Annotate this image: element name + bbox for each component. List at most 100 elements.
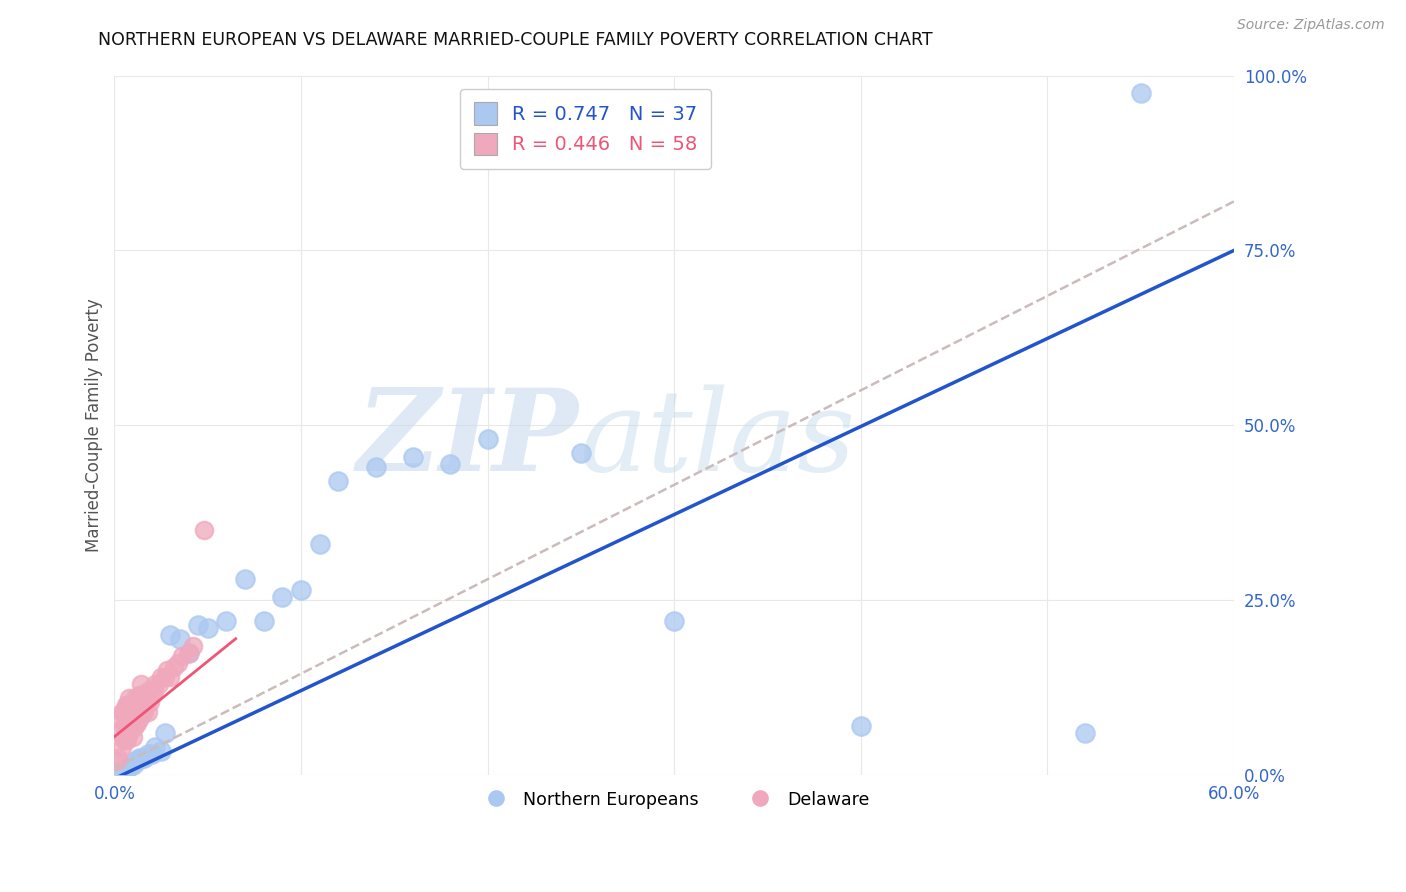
Point bbox=[177, 646, 200, 660]
Point bbox=[150, 744, 173, 758]
Point bbox=[145, 740, 167, 755]
Point bbox=[849, 719, 872, 733]
Point bbox=[215, 614, 238, 628]
Point bbox=[187, 617, 209, 632]
Point bbox=[124, 754, 146, 768]
Point bbox=[150, 670, 173, 684]
Point bbox=[142, 684, 165, 698]
Point bbox=[122, 730, 145, 744]
Point bbox=[125, 754, 148, 768]
Point bbox=[153, 726, 176, 740]
Point bbox=[166, 657, 188, 671]
Point bbox=[108, 726, 131, 740]
Point bbox=[131, 688, 153, 702]
Point bbox=[177, 646, 200, 660]
Point bbox=[169, 632, 191, 646]
Point bbox=[112, 719, 135, 733]
Text: atlas: atlas bbox=[579, 384, 855, 494]
Point bbox=[328, 475, 350, 489]
Point bbox=[112, 705, 135, 719]
Point bbox=[569, 446, 592, 460]
Point bbox=[134, 691, 156, 706]
Point bbox=[136, 684, 159, 698]
Point bbox=[131, 702, 153, 716]
Point bbox=[111, 740, 134, 755]
Point bbox=[477, 433, 499, 447]
Point bbox=[128, 702, 150, 716]
Point bbox=[290, 582, 312, 597]
Point bbox=[163, 659, 186, 673]
Point bbox=[141, 747, 163, 761]
Point bbox=[124, 708, 146, 723]
Point bbox=[114, 698, 136, 713]
Point bbox=[122, 715, 145, 730]
Text: ZIP: ZIP bbox=[357, 384, 579, 495]
Point bbox=[120, 712, 142, 726]
Point bbox=[170, 649, 193, 664]
Point bbox=[402, 450, 425, 464]
Point bbox=[153, 670, 176, 684]
Point bbox=[141, 688, 163, 702]
Point bbox=[308, 537, 330, 551]
Point bbox=[134, 750, 156, 764]
Point bbox=[125, 715, 148, 730]
Point bbox=[105, 754, 128, 768]
Point bbox=[117, 698, 139, 713]
Point bbox=[129, 677, 152, 691]
Legend: Northern Europeans, Delaware: Northern Europeans, Delaware bbox=[471, 783, 877, 815]
Point bbox=[181, 639, 204, 653]
Text: NORTHERN EUROPEAN VS DELAWARE MARRIED-COUPLE FAMILY POVERTY CORRELATION CHART: NORTHERN EUROPEAN VS DELAWARE MARRIED-CO… bbox=[98, 31, 934, 49]
Point bbox=[156, 663, 179, 677]
Point bbox=[118, 691, 141, 706]
Point bbox=[112, 733, 135, 747]
Point bbox=[159, 670, 181, 684]
Point bbox=[107, 750, 129, 764]
Point bbox=[364, 460, 387, 475]
Point bbox=[134, 705, 156, 719]
Point bbox=[136, 747, 159, 761]
Point bbox=[118, 705, 141, 719]
Point bbox=[128, 688, 150, 702]
Point bbox=[129, 708, 152, 723]
Point bbox=[124, 691, 146, 706]
Point bbox=[124, 719, 146, 733]
Point bbox=[117, 761, 139, 775]
Point bbox=[120, 757, 142, 772]
Point bbox=[118, 726, 141, 740]
Point bbox=[136, 705, 159, 719]
Point bbox=[122, 702, 145, 716]
Point bbox=[118, 760, 141, 774]
Point bbox=[233, 572, 256, 586]
Point bbox=[662, 614, 685, 628]
Point bbox=[1129, 86, 1152, 100]
Point bbox=[193, 523, 215, 537]
Point bbox=[120, 723, 142, 737]
Point bbox=[439, 457, 461, 471]
Point bbox=[111, 705, 134, 719]
Point bbox=[117, 733, 139, 747]
Point bbox=[114, 726, 136, 740]
Point bbox=[122, 757, 145, 772]
Point bbox=[145, 677, 167, 691]
Point bbox=[253, 614, 276, 628]
Point bbox=[120, 698, 142, 713]
Point bbox=[159, 628, 181, 642]
Point bbox=[125, 698, 148, 713]
Point bbox=[114, 712, 136, 726]
Point bbox=[197, 621, 219, 635]
Point bbox=[148, 677, 170, 691]
Point bbox=[117, 719, 139, 733]
Point bbox=[129, 698, 152, 713]
Point bbox=[112, 763, 135, 777]
Y-axis label: Married-Couple Family Poverty: Married-Couple Family Poverty bbox=[86, 299, 103, 552]
Point bbox=[131, 750, 153, 764]
Point bbox=[108, 712, 131, 726]
Point bbox=[139, 695, 162, 709]
Point bbox=[135, 698, 157, 713]
Point bbox=[108, 764, 131, 779]
Point bbox=[271, 590, 294, 604]
Text: Source: ZipAtlas.com: Source: ZipAtlas.com bbox=[1237, 18, 1385, 32]
Point bbox=[118, 715, 141, 730]
Point bbox=[128, 712, 150, 726]
Point bbox=[1073, 726, 1095, 740]
